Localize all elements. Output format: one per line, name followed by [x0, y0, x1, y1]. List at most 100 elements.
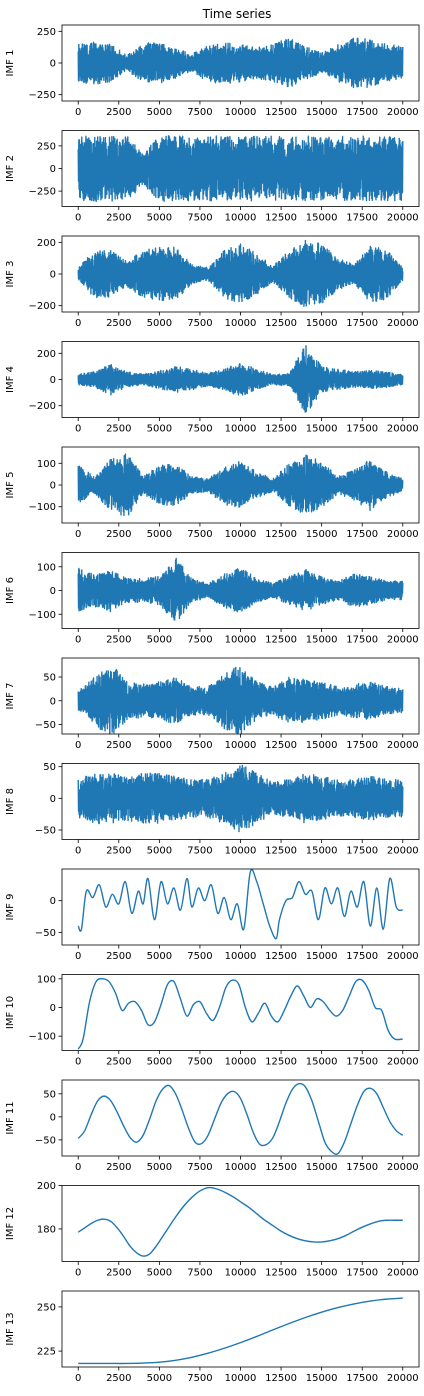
x-tick-label: 5000 [147, 529, 172, 540]
x-tick-label: 10000 [225, 1373, 257, 1384]
x-tick-label: 0 [75, 1373, 81, 1384]
subplot-imf-13: 0 2500 5000 7500 10000 12500 15000 17500 20000 22… [5, 1290, 420, 1384]
x-tick-label: 20000 [387, 1057, 419, 1068]
x-tick-label: 15000 [306, 1057, 338, 1068]
x-tick-label: 15000 [306, 318, 338, 329]
x-tick-label: 0 [75, 1162, 81, 1173]
x-tick-label: 20000 [387, 529, 419, 540]
x-tick-label: 7500 [187, 1268, 212, 1279]
subplot-imf-2: 0 2500 5000 7500 10000 12500 15000 17500 20000−2… [5, 130, 420, 224]
y-tick-label: −200 [29, 301, 56, 312]
x-tick-label: 10000 [225, 846, 257, 857]
x-tick-label: 10000 [225, 1057, 257, 1068]
y-tick-label: 200 [37, 349, 56, 360]
y-axis-label: IMF 13 [5, 1312, 16, 1345]
x-tick-label: 0 [75, 424, 81, 435]
subplot-imf-10: 0 2500 5000 7500 10000 12500 15000 17500 20000 −1… [5, 974, 420, 1068]
imf-8-series-line [77, 764, 404, 833]
x-tick-label: 17500 [346, 1057, 378, 1068]
x-tick-label: 5000 [147, 1057, 172, 1068]
subplot-imf-8: 0 2500 5000 7500 10000 12500 15000 17500 20000 −5… [5, 762, 420, 857]
x-tick-label: 2500 [106, 1268, 131, 1279]
y-tick-label: 100 [37, 459, 56, 470]
imf-5-series-line [77, 453, 404, 517]
y-axis-label: IMF 8 [5, 788, 16, 815]
imf-6-series-line [77, 557, 404, 621]
x-tick-label: 12500 [265, 1057, 297, 1068]
x-tick-label: 10000 [225, 107, 257, 118]
y-tick-label: 50 [43, 673, 56, 684]
x-tick-label: 12500 [265, 318, 297, 329]
x-tick-label: 20000 [387, 424, 419, 435]
y-tick-label: 250 [37, 141, 56, 152]
imf-7-series-line [77, 666, 404, 734]
x-tick-label: 2500 [106, 951, 131, 962]
x-tick-label: 0 [75, 740, 81, 751]
y-tick-label: 0 [50, 164, 56, 175]
x-tick-label: 20000 [387, 318, 419, 329]
x-tick-label: 2500 [106, 740, 131, 751]
x-tick-label: 7500 [187, 424, 212, 435]
x-tick-label: 0 [75, 635, 81, 646]
x-tick-label: 10000 [225, 635, 257, 646]
y-tick-label: 250 [37, 1302, 56, 1313]
x-tick-label: 2500 [106, 1057, 131, 1068]
y-tick-label: −100 [29, 502, 56, 513]
x-tick-label: 2500 [106, 1373, 131, 1384]
x-tick-label: 17500 [346, 213, 378, 224]
x-tick-label: 2500 [106, 635, 131, 646]
x-tick-label: 2500 [106, 213, 131, 224]
x-tick-label: 20000 [387, 213, 419, 224]
subplot-imf-6: 0 2500 5000 7500 10000 12500 15000 17500 20000 −1… [5, 552, 420, 646]
x-tick-label: 15000 [306, 740, 338, 751]
y-axis-label: IMF 3 [5, 261, 16, 288]
y-tick-label: 0 [50, 481, 56, 492]
x-tick-label: 0 [75, 213, 81, 224]
imf-13-series-line [78, 1297, 403, 1365]
y-axis-label: IMF 4 [5, 366, 16, 393]
y-axis-label: IMF 5 [5, 472, 16, 499]
subplots: 0 2500 5000 7500 10000 12500 15000 17500 20000−2… [5, 24, 420, 1384]
y-tick-label: 0 [50, 1003, 56, 1014]
x-tick-label: 7500 [187, 635, 212, 646]
y-tick-label: 0 [50, 375, 56, 386]
x-tick-label: 20000 [387, 846, 419, 857]
y-axis-label: IMF 2 [5, 155, 16, 182]
x-tick-label: 7500 [187, 213, 212, 224]
x-tick-label: 2500 [106, 529, 131, 540]
x-tick-label: 17500 [346, 1373, 378, 1384]
x-tick-label: 17500 [346, 1162, 378, 1173]
y-tick-label: −100 [29, 610, 56, 621]
x-tick-label: 10000 [225, 424, 257, 435]
y-tick-label: −50 [35, 928, 56, 939]
imf-11-series-line [77, 1082, 404, 1155]
imf-10-series-line [77, 978, 403, 1050]
y-tick-label: 0 [50, 794, 56, 805]
subplot-imf-5: 0 2500 5000 7500 10000 12500 15000 17500 20000 −1… [5, 446, 420, 540]
axes-frame [61, 1185, 420, 1262]
x-tick-label: 0 [75, 1268, 81, 1279]
x-tick-label: 10000 [225, 1162, 257, 1173]
y-axis-label: IMF 1 [5, 50, 16, 77]
y-tick-label: −200 [29, 401, 56, 412]
x-tick-label: 12500 [265, 213, 297, 224]
x-tick-label: 2500 [106, 1162, 131, 1173]
x-tick-label: 12500 [265, 1268, 297, 1279]
x-tick-label: 12500 [265, 846, 297, 857]
y-tick-label: −50 [35, 720, 56, 731]
y-axis-label: IMF 9 [5, 894, 16, 921]
x-tick-label: 12500 [265, 107, 297, 118]
subplot-imf-12: 0 2500 5000 7500 10000 12500 15000 17500 20000 18… [5, 1181, 420, 1279]
y-tick-label: 100 [37, 562, 56, 573]
y-axis-label: IMF 11 [5, 1101, 16, 1134]
figure-title: Time series [202, 7, 272, 21]
y-tick-label: 0 [50, 59, 56, 70]
x-tick-label: 17500 [346, 635, 378, 646]
x-tick-label: 15000 [306, 1373, 338, 1384]
x-tick-label: 5000 [147, 740, 172, 751]
x-tick-label: 5000 [147, 846, 172, 857]
subplot-imf-3: 0 2500 5000 7500 10000 12500 15000 17500 20000 −2… [5, 235, 420, 329]
x-tick-label: 12500 [265, 529, 297, 540]
x-tick-label: 17500 [346, 107, 378, 118]
x-tick-label: 7500 [187, 951, 212, 962]
